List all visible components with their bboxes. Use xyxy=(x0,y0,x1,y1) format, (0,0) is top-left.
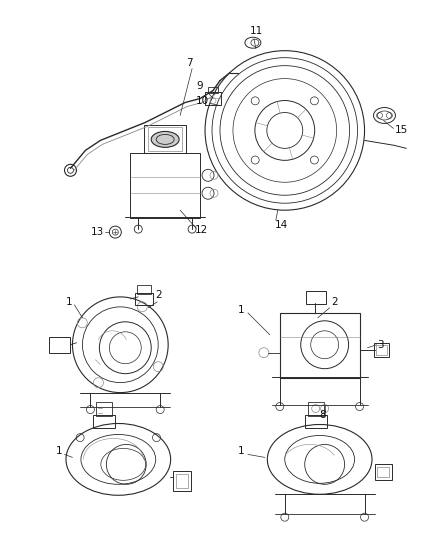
Bar xyxy=(308,401,324,416)
Bar xyxy=(137,285,151,294)
Text: 1: 1 xyxy=(66,297,72,307)
Bar xyxy=(93,415,115,429)
Text: 9: 9 xyxy=(196,80,203,91)
Text: 12: 12 xyxy=(195,225,208,235)
Bar xyxy=(205,92,221,104)
Text: 15: 15 xyxy=(395,125,408,135)
Bar xyxy=(176,474,188,488)
Text: 8: 8 xyxy=(320,409,326,419)
Bar xyxy=(144,125,186,154)
Text: 1: 1 xyxy=(56,447,62,456)
Bar xyxy=(375,345,388,355)
Bar xyxy=(280,313,360,378)
Bar xyxy=(49,337,71,353)
Text: 3: 3 xyxy=(378,340,384,350)
Bar xyxy=(305,415,327,429)
Bar xyxy=(306,291,326,304)
Text: 2: 2 xyxy=(332,297,338,307)
Ellipse shape xyxy=(151,132,179,148)
Text: 10: 10 xyxy=(196,95,209,106)
Text: 13: 13 xyxy=(90,227,104,237)
Text: 1: 1 xyxy=(238,447,244,456)
Bar xyxy=(96,401,112,416)
Bar xyxy=(173,471,191,491)
Text: 2: 2 xyxy=(155,290,162,300)
Bar xyxy=(135,293,153,305)
Text: 1: 1 xyxy=(238,305,244,315)
Bar xyxy=(378,467,389,478)
Bar xyxy=(374,464,392,480)
Text: 14: 14 xyxy=(275,220,288,230)
Text: 11: 11 xyxy=(250,26,263,36)
Bar xyxy=(374,343,389,357)
Text: 7: 7 xyxy=(186,58,193,68)
Bar xyxy=(130,154,200,218)
Bar xyxy=(208,86,218,93)
Bar xyxy=(148,127,182,151)
